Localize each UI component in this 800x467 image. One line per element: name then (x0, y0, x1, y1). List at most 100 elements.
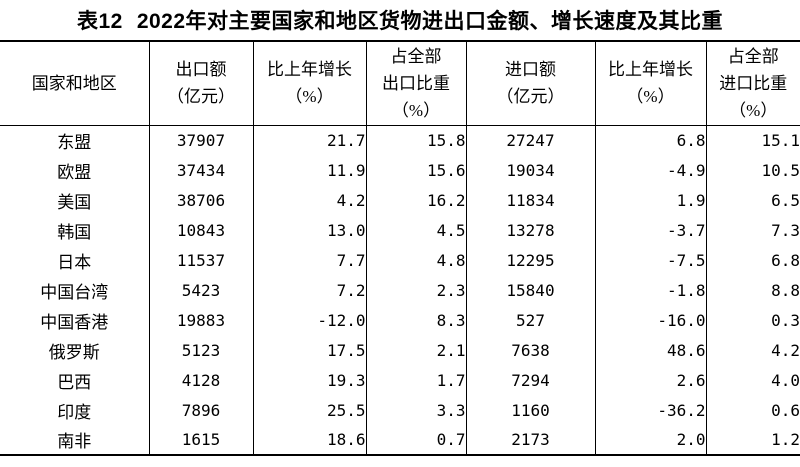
header-line: 比上年增长 (608, 60, 693, 80)
region-cell: 东盟 (57, 132, 92, 152)
header-line: （%） (626, 87, 675, 107)
value-cell: -4.9 (594, 155, 706, 185)
value-cell: 17.5 (252, 335, 366, 365)
value-cell: 1615 (148, 425, 253, 455)
value-cell: -1.8 (594, 275, 706, 305)
value-cell: 25.5 (252, 395, 366, 425)
value-cell: 7896 (148, 395, 253, 425)
value-cell: 1.9 (594, 185, 706, 215)
value-cell: 16.2 (365, 185, 466, 215)
header-import-growth: 比上年增长 （%） (594, 41, 706, 126)
table-row: 印度 7896 25.5 3.3 1160 -36.2 0.6 (0, 395, 800, 425)
header-export-growth: 比上年增长 （%） (252, 41, 366, 126)
table-row: 东盟 37907 21.7 15.8 27247 6.8 15.1 (0, 125, 800, 155)
value-cell: 6.8 (594, 125, 706, 155)
region-cell: 欧盟 (57, 162, 92, 182)
value-cell: 7.7 (252, 245, 366, 275)
value-cell: 2.0 (594, 425, 706, 455)
region-cell: 日本 (57, 252, 92, 272)
value-cell: 2.6 (594, 365, 706, 395)
table-row: 中国台湾 5423 7.2 2.3 15840 -1.8 8.8 (0, 275, 800, 305)
value-cell: 10.5 (705, 155, 800, 185)
header-row: 国家和地区 出口额 （亿元） 比上年增长 （%） (0, 41, 800, 126)
statistics-table: 国家和地区 出口额 （亿元） 比上年增长 （%） (0, 40, 800, 456)
table-row: 巴西 4128 19.3 1.7 7294 2.6 4.0 (0, 365, 800, 395)
region-cell: 南非 (57, 432, 92, 451)
value-cell: 4.0 (705, 365, 800, 395)
value-cell: 19.3 (252, 365, 366, 395)
header-line: （亿元） (167, 87, 235, 107)
header-line: 国家和地区 (31, 73, 117, 93)
value-cell: 21.7 (252, 125, 366, 155)
table-row: 俄罗斯 5123 17.5 2.1 7638 48.6 4.2 (0, 335, 800, 365)
value-cell: 4128 (148, 365, 253, 395)
value-cell: 0.3 (705, 305, 800, 335)
value-cell: 18.6 (252, 425, 366, 455)
value-cell: 4.2 (252, 185, 366, 215)
value-cell: 8.3 (365, 305, 466, 335)
table-row: 欧盟 37434 11.9 15.6 19034 -4.9 10.5 (0, 155, 800, 185)
value-cell: 1160 (465, 395, 595, 425)
value-cell: 38706 (148, 185, 253, 215)
header-line: （%） (285, 87, 334, 107)
header-line: 占全部 (390, 46, 442, 66)
value-cell: 4.2 (705, 335, 800, 365)
value-cell: 8.8 (705, 275, 800, 305)
value-cell: -36.2 (594, 395, 706, 425)
table-row: 中国香港 19883 -12.0 8.3 527 -16.0 0.3 (0, 305, 800, 335)
value-cell: 11.9 (252, 155, 366, 185)
value-cell: 27247 (465, 125, 595, 155)
value-cell: -12.0 (252, 305, 366, 335)
value-cell: 2173 (465, 425, 595, 455)
value-cell: 0.7 (365, 425, 466, 455)
value-cell: 1.2 (705, 425, 800, 455)
table-row: 南非 1615 18.6 0.7 2173 2.0 1.2 (0, 425, 800, 455)
header-import-share: 占全部 进口比重 （%） (705, 41, 800, 126)
header-line: 出口额 (175, 60, 227, 80)
value-cell: 15.1 (705, 125, 800, 155)
value-cell: 2.3 (365, 275, 466, 305)
value-cell: -7.5 (594, 245, 706, 275)
table-header: 国家和地区 出口额 （亿元） 比上年增长 （%） (0, 41, 800, 126)
header-line: 进口额 (505, 60, 556, 80)
value-cell: 37434 (148, 155, 253, 185)
header-line: 进口比重 (719, 73, 788, 93)
value-cell: 4.5 (365, 215, 466, 245)
header-line: （%） (729, 100, 778, 120)
header-line: 占全部 (727, 46, 779, 66)
value-cell: 527 (465, 305, 595, 335)
table-title: 表12 2022年对主要国家和地区货物进出口金额、增长速度及其比重 (0, 0, 800, 40)
value-cell: 7294 (465, 365, 595, 395)
value-cell: 13.0 (252, 215, 366, 245)
header-region: 国家和地区 (0, 41, 149, 126)
value-cell: 5123 (148, 335, 253, 365)
value-cell: -16.0 (594, 305, 706, 335)
value-cell: 7638 (465, 335, 595, 365)
header-line: 出口比重 (382, 73, 450, 93)
value-cell: 12295 (465, 245, 595, 275)
header-export-value: 出口额 （亿元） (148, 41, 253, 126)
header-line: （亿元） (496, 87, 565, 107)
table-row: 韩国 10843 13.0 4.5 13278 -3.7 7.3 (0, 215, 800, 245)
value-cell: 19883 (148, 305, 253, 335)
value-cell: 11834 (465, 185, 595, 215)
value-cell: 3.3 (365, 395, 466, 425)
value-cell: 4.8 (365, 245, 466, 275)
header-import-value: 进口额 （亿元） (465, 41, 595, 126)
value-cell: 15.8 (365, 125, 466, 155)
header-line: （%） (391, 100, 441, 120)
region-cell: 印度 (57, 402, 92, 422)
value-cell: 5423 (148, 275, 253, 305)
region-cell: 巴西 (57, 372, 92, 392)
value-cell: 6.8 (705, 245, 800, 275)
value-cell: 11537 (148, 245, 253, 275)
table-body: 东盟 37907 21.7 15.8 27247 6.8 15.1 欧盟 37434 11.9 15… (0, 125, 800, 455)
header-export-share: 占全部 出口比重 （%） (365, 41, 466, 126)
value-cell: 13278 (465, 215, 595, 245)
value-cell: 15.6 (365, 155, 466, 185)
value-cell: 7.3 (705, 215, 800, 245)
value-cell: 0.6 (705, 395, 800, 425)
value-cell: 15840 (465, 275, 595, 305)
table-title-text: 2022年对主要国家和地区货物进出口金额、增长速度及其比重 (136, 10, 724, 33)
value-cell: 6.5 (705, 185, 800, 215)
